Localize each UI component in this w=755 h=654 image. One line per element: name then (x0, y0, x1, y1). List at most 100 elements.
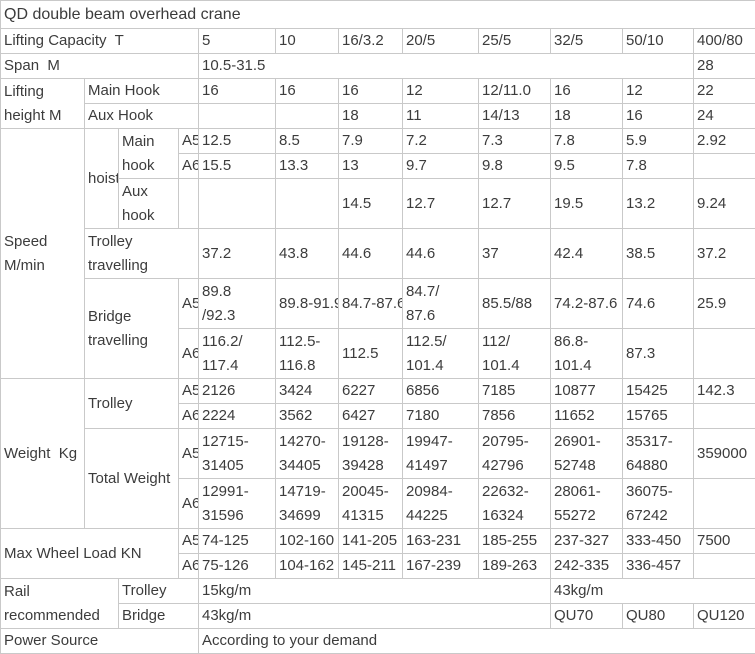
weight-trolley-a5-row: Weight Kg Trolley A5 2126 3424 6227 6856… (1, 379, 755, 404)
row-label-lifting-capacity: Lifting Capacity T (1, 29, 199, 54)
row-label-weight-trolley: Trolley (85, 379, 179, 429)
value-cell (694, 154, 755, 179)
value-cell (694, 404, 755, 429)
value-cell: 35317- 64880 (623, 429, 694, 479)
value-cell: 50/10 (623, 29, 694, 54)
value-cell: 400/80 (694, 29, 755, 54)
value-cell (694, 329, 755, 379)
value-cell: 74.6 (623, 279, 694, 329)
lifting-height-aux-hook-row: Aux Hook 18 11 14/13 18 16 24 (1, 104, 755, 129)
value-cell: 12/11.0 (479, 79, 551, 104)
value-cell: 7.2 (403, 129, 479, 154)
row-label-power-source: Power Source (1, 629, 199, 654)
value-cell: 44.6 (403, 229, 479, 279)
value-cell: 15kg/m (199, 579, 551, 604)
value-cell: 16 (551, 79, 623, 104)
value-cell: 22632- 16324 (479, 479, 551, 529)
row-label-hoist-aux-hook: Aux hook (119, 179, 179, 229)
value-cell: 12991- 31596 (199, 479, 276, 529)
value-cell: 89.8 /92.3 (199, 279, 276, 329)
value-cell: 167-239 (403, 554, 479, 579)
value-cell: 102-160 (276, 529, 339, 554)
value-cell: 13 (339, 154, 403, 179)
value-cell: 8.5 (276, 129, 339, 154)
value-cell (694, 479, 755, 529)
value-cell: 85.5/88 (479, 279, 551, 329)
row-label-lifting-height: Lifting height M (1, 79, 85, 129)
value-cell: 13.2 (623, 179, 694, 229)
value-cell: 12.7 (403, 179, 479, 229)
value-cell: 7180 (403, 404, 479, 429)
row-label-total-weight: Total Weight (85, 429, 179, 529)
value-cell: 116.2/ 117.4 (199, 329, 276, 379)
value-cell: 20045- 41315 (339, 479, 403, 529)
value-cell: 16 (339, 79, 403, 104)
value-cell: 36075- 67242 (623, 479, 694, 529)
value-cell (276, 179, 339, 229)
value-cell: 9.5 (551, 154, 623, 179)
value-cell: 12715- 31405 (199, 429, 276, 479)
value-cell: 163-231 (403, 529, 479, 554)
value-cell: 75-126 (199, 554, 276, 579)
power-source-row: Power Source According to your demand (1, 629, 755, 654)
value-cell: 44.6 (339, 229, 403, 279)
value-cell: 28061- 55272 (551, 479, 623, 529)
grade-label-a6: A6 (179, 154, 199, 179)
row-label-speed: Speed M/min (1, 129, 85, 379)
value-cell: 185-255 (479, 529, 551, 554)
value-cell: QU120 (694, 604, 755, 629)
grade-label-a5: A5 (179, 129, 199, 154)
value-cell: 20795- 42796 (479, 429, 551, 479)
value-cell: 25/5 (479, 29, 551, 54)
lifting-height-main-hook-row: Lifting height M Main Hook 16 16 16 12 1… (1, 79, 755, 104)
value-cell: 142.3 (694, 379, 755, 404)
value-cell: 2224 (199, 404, 276, 429)
row-label-bridge-travelling: Bridge travelling (85, 279, 179, 379)
value-cell: 15425 (623, 379, 694, 404)
value-cell: 12 (623, 79, 694, 104)
grade-label-a5: A5 (179, 379, 199, 404)
value-cell: According to your demand (199, 629, 755, 654)
value-cell: 16 (276, 79, 339, 104)
value-cell: 145-211 (339, 554, 403, 579)
value-cell: 89.8-91.9 (276, 279, 339, 329)
value-cell: 25.9 (694, 279, 755, 329)
value-cell: 2.92 (694, 129, 755, 154)
value-cell: 14270- 34405 (276, 429, 339, 479)
value-cell: 3562 (276, 404, 339, 429)
value-cell: 18 (339, 104, 403, 129)
max-wheel-a5-row: Max Wheel Load KN A5 74-125 102-160 141-… (1, 529, 755, 554)
grade-label-a6: A6 (179, 329, 199, 379)
value-cell: 112.5- 116.8 (276, 329, 339, 379)
value-cell: 7.3 (479, 129, 551, 154)
value-cell: 20/5 (403, 29, 479, 54)
empty-cell (179, 179, 199, 229)
value-cell: 336-457 (623, 554, 694, 579)
value-cell: 10877 (551, 379, 623, 404)
row-label-hoist-main-hook: Main hook (119, 129, 179, 179)
value-cell: 38.5 (623, 229, 694, 279)
value-cell: 7500 (694, 529, 755, 554)
value-cell: 6856 (403, 379, 479, 404)
value-cell: 24 (694, 104, 755, 129)
value-cell: 12 (403, 79, 479, 104)
value-cell: 14/13 (479, 104, 551, 129)
value-cell: 12.5 (199, 129, 276, 154)
grade-label-a5: A5 (179, 429, 199, 479)
speed-hoist-main-a5-row: Speed M/min hoist Main hook A5 12.5 8.5 … (1, 129, 755, 154)
grade-label-a6: A6 (179, 554, 199, 579)
value-cell: 37.2 (694, 229, 755, 279)
value-cell: 43kg/m (551, 579, 755, 604)
value-cell (199, 104, 276, 129)
value-cell: 43.8 (276, 229, 339, 279)
grade-label-a6: A6 (179, 404, 199, 429)
value-cell: 359000 (694, 429, 755, 479)
value-cell: 19128- 39428 (339, 429, 403, 479)
value-cell: 242-335 (551, 554, 623, 579)
row-label-weight: Weight Kg (1, 379, 85, 529)
row-label-max-wheel-load: Max Wheel Load KN (1, 529, 179, 579)
value-cell: 74-125 (199, 529, 276, 554)
value-cell: 7.8 (551, 129, 623, 154)
value-cell: 32/5 (551, 29, 623, 54)
